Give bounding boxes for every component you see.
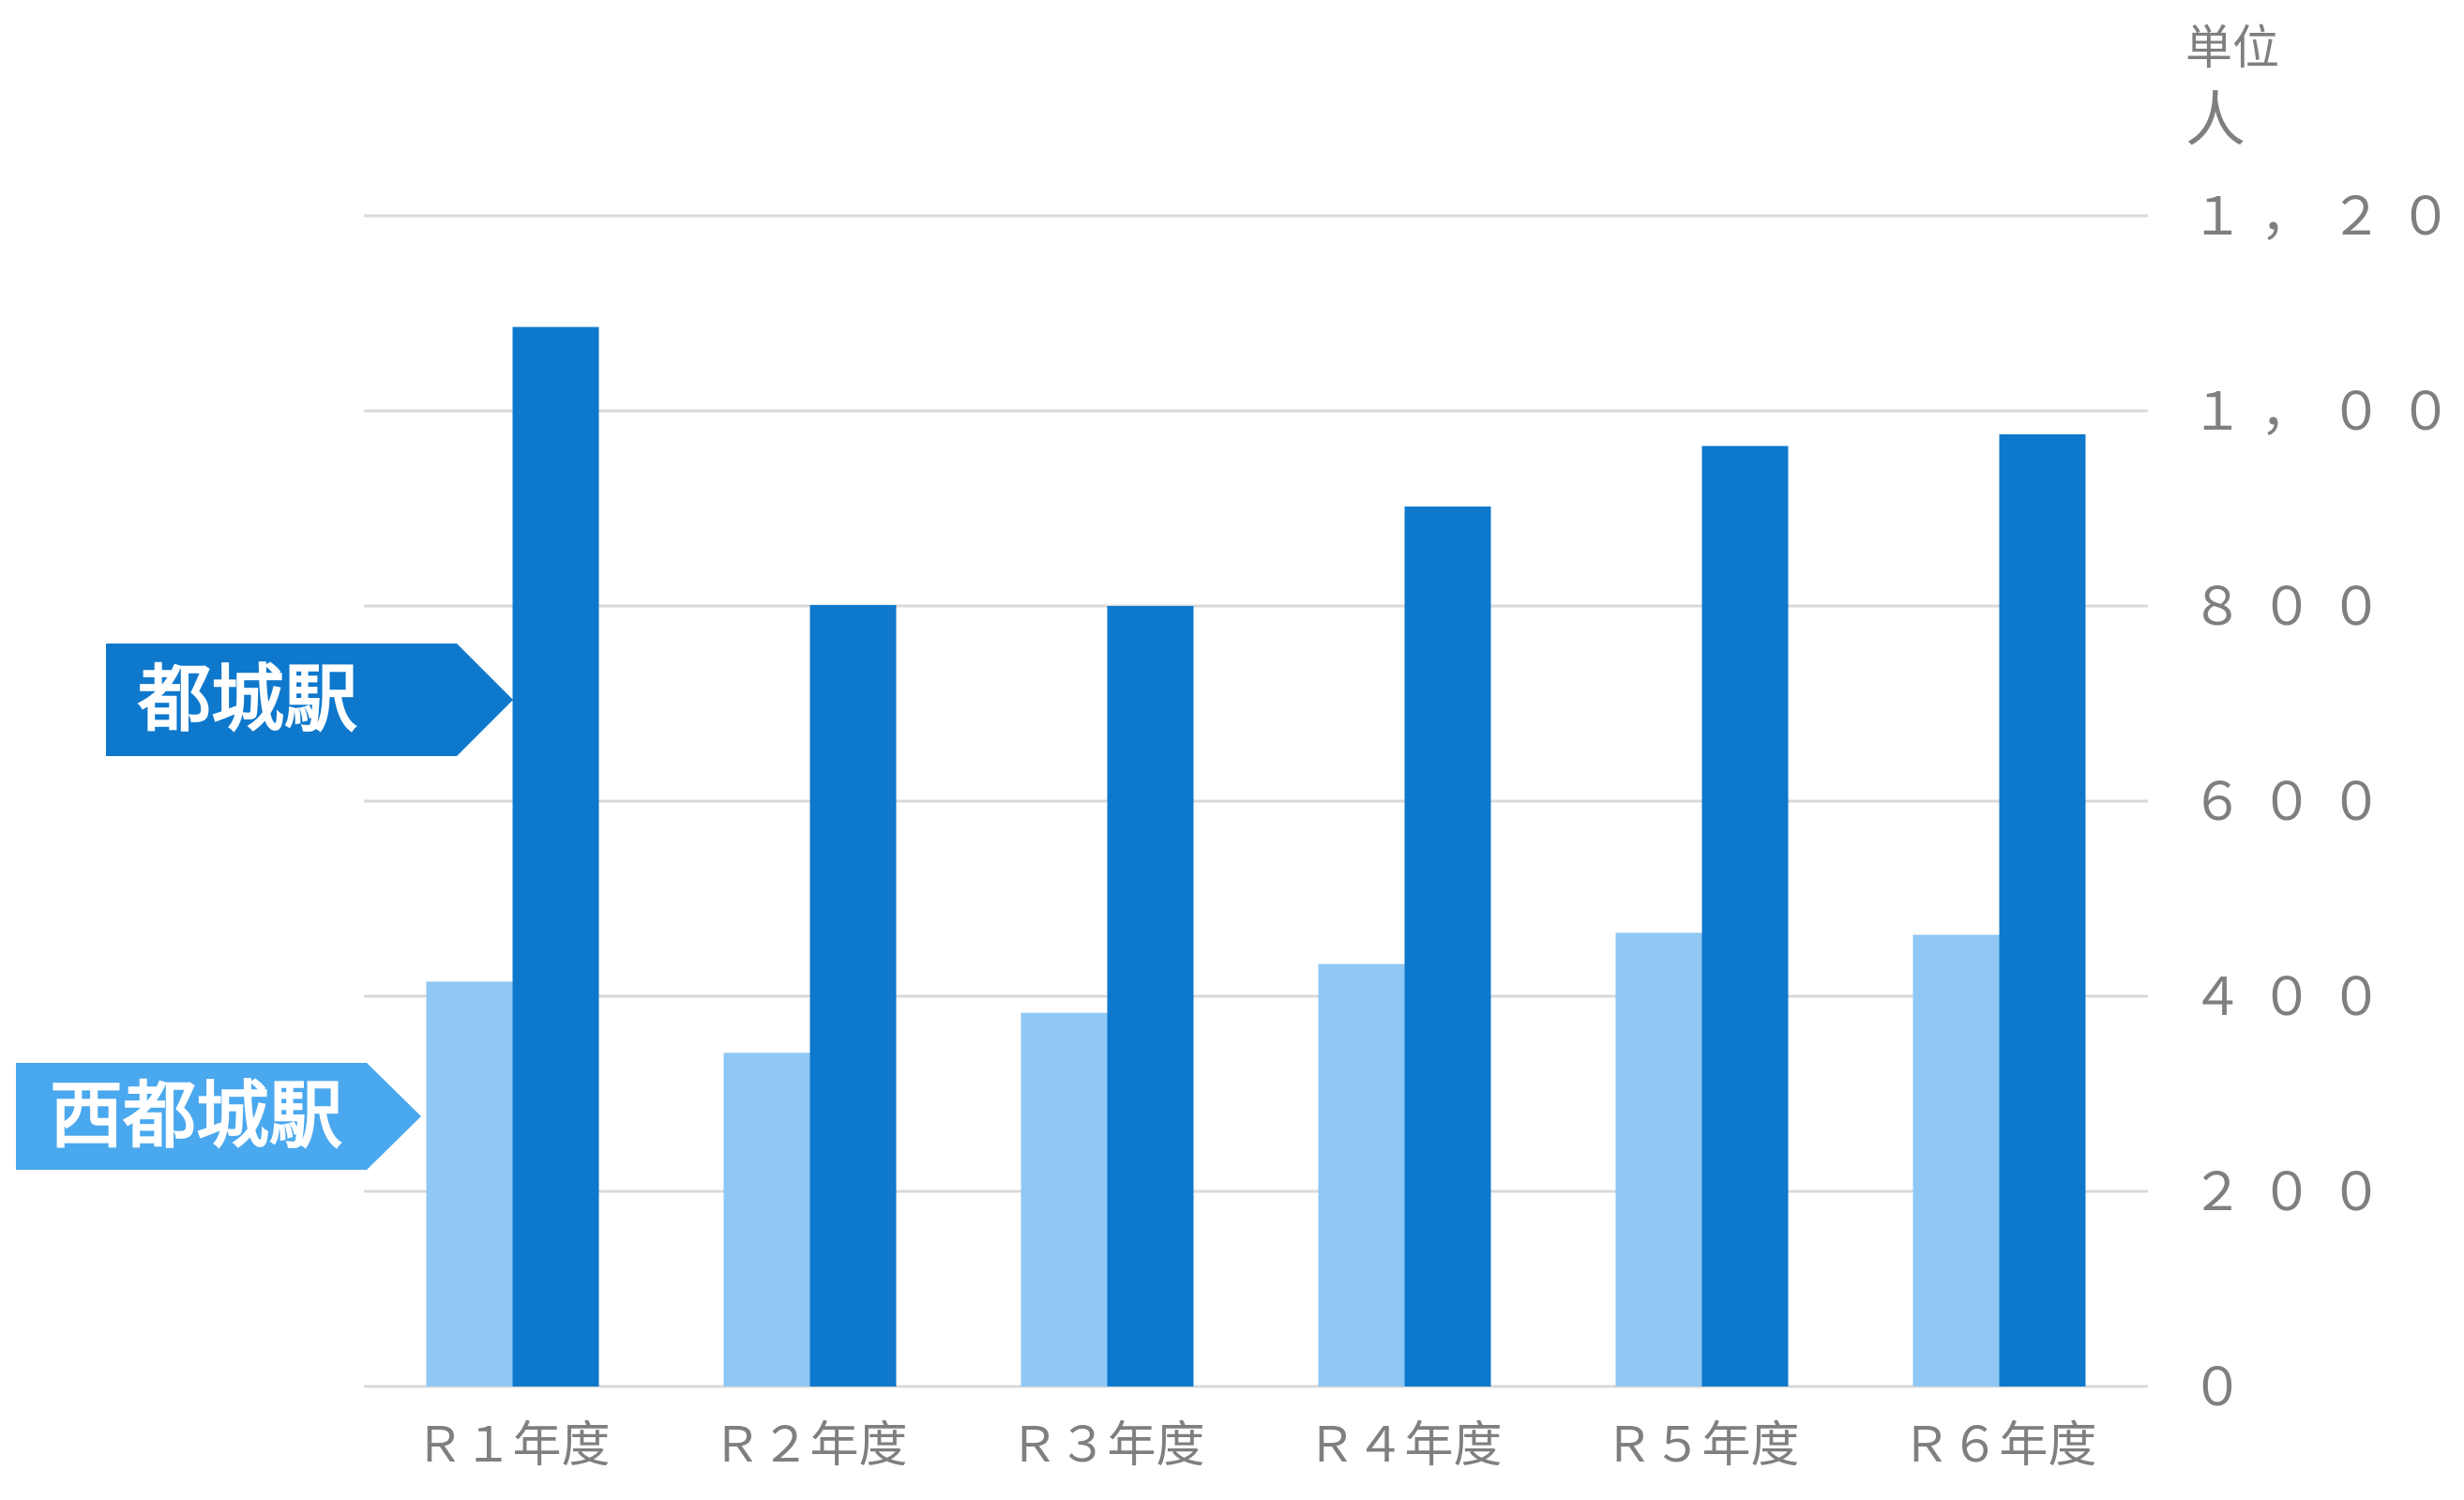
y-tick-label: １，２００ xyxy=(2191,187,2464,248)
bar-toujou-4 xyxy=(1404,506,1491,1386)
legend-label-toujou-station: 都城駅 xyxy=(137,658,357,742)
unit-label-line1: 単位 xyxy=(2185,21,2279,75)
x-tick-label: Ｒ１年度 xyxy=(415,1417,610,1474)
bar-nishi-toujou-2 xyxy=(723,1053,810,1386)
legend-label-nishi-toujou-station: 西都城駅 xyxy=(50,1074,342,1159)
y-axis-ticks: ０ ２００ ４００ ６００ ８００ １，０００ １，２００ xyxy=(2191,187,2464,1418)
bar-nishi-toujou-6 xyxy=(1912,934,2000,1386)
x-axis-ticks: Ｒ１年度 Ｒ２年度 Ｒ３年度 Ｒ４年度 Ｒ５年度 Ｒ６年度 xyxy=(415,1417,2096,1474)
legend-arrow-shape xyxy=(106,644,513,756)
bar-toujou-5 xyxy=(1701,446,1789,1386)
legend-toujou-station: 都城駅 xyxy=(106,644,513,756)
y-tick-label: ４００ xyxy=(2191,967,2399,1028)
y-tick-label: ８００ xyxy=(2191,577,2399,638)
y-tick-label: ０ xyxy=(2191,1357,2260,1418)
bar-toujou-2 xyxy=(809,604,897,1386)
bar-nishi-toujou-1 xyxy=(426,981,513,1386)
y-tick-label: ６００ xyxy=(2191,772,2399,833)
bar-toujou-6 xyxy=(1999,433,2086,1387)
x-tick-label: Ｒ２年度 xyxy=(712,1417,907,1474)
bar-nishi-toujou-5 xyxy=(1615,932,1702,1386)
bar-toujou-3 xyxy=(1107,606,1194,1386)
bar-toujou-1 xyxy=(512,326,599,1386)
y-tick-label: １，０００ xyxy=(2191,382,2464,443)
unit-label-line2: 人 xyxy=(2185,86,2245,156)
x-tick-label: Ｒ５年度 xyxy=(1604,1417,1799,1474)
x-tick-label: Ｒ４年度 xyxy=(1307,1417,1502,1474)
gridlines xyxy=(364,214,2148,1388)
x-tick-label: Ｒ３年度 xyxy=(1009,1417,1204,1474)
x-tick-label: Ｒ６年度 xyxy=(1901,1417,2096,1474)
bar-nishi-toujou-4 xyxy=(1318,963,1405,1386)
bar-nishi-toujou-3 xyxy=(1020,1012,1108,1386)
legend-arrow-shape xyxy=(16,1063,421,1170)
bars xyxy=(426,326,2086,1387)
y-tick-label: ２００ xyxy=(2191,1162,2399,1223)
legend-nishi-toujou-station: 西都城駅 xyxy=(16,1063,421,1170)
